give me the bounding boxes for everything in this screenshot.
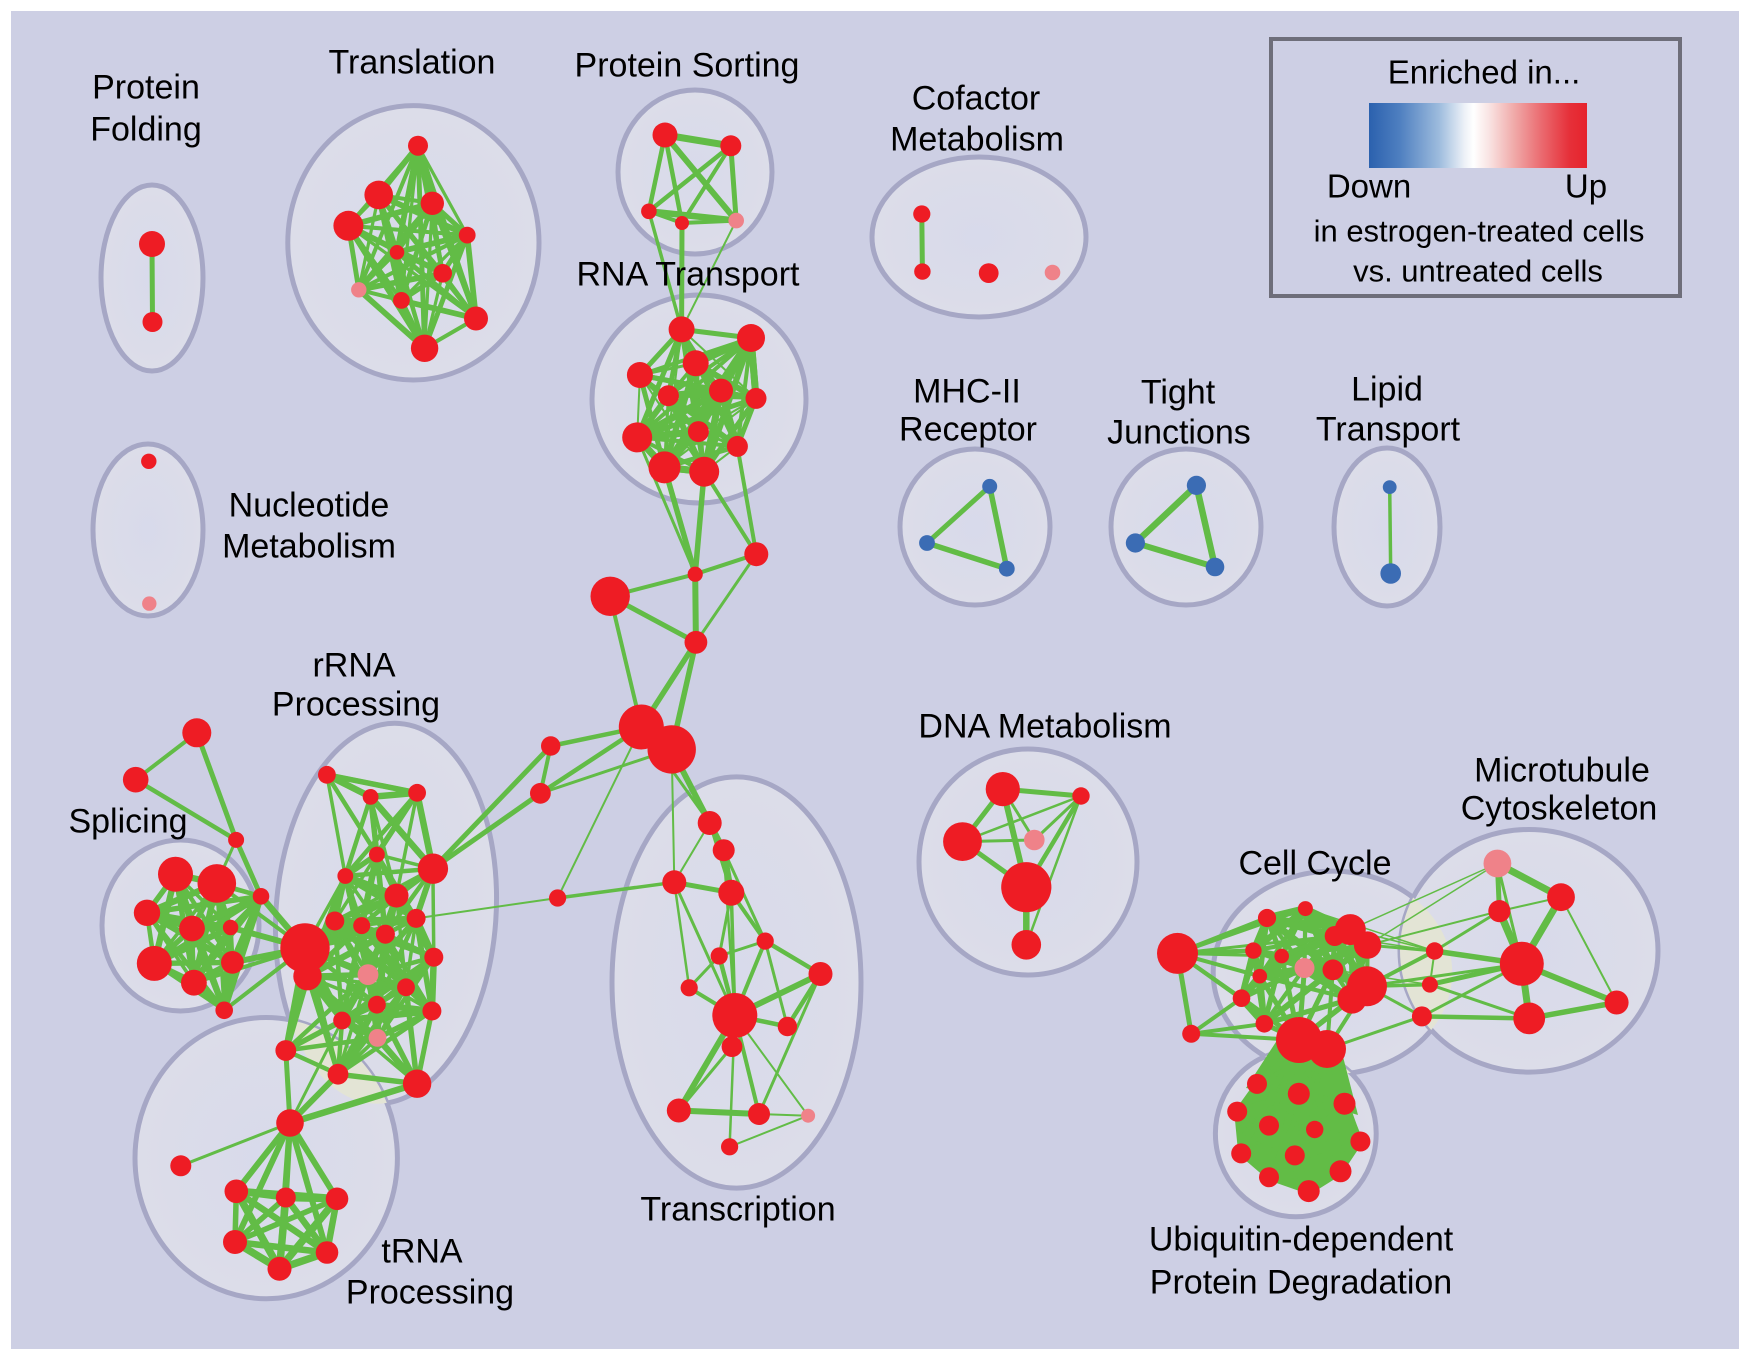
svg-text:in estrogen-treated cells: in estrogen-treated cells (1314, 214, 1645, 249)
svg-text:Transcription: Transcription (640, 1191, 835, 1229)
svg-text:Metabolism: Metabolism (890, 121, 1064, 159)
svg-text:Cell Cycle: Cell Cycle (1238, 845, 1391, 883)
svg-text:Folding: Folding (90, 111, 202, 149)
svg-text:Cofactor: Cofactor (912, 80, 1041, 118)
svg-text:Metabolism: Metabolism (222, 528, 396, 566)
svg-text:MHC-II: MHC-II (913, 373, 1021, 411)
svg-text:vs. untreated cells: vs. untreated cells (1353, 254, 1603, 289)
svg-text:Protein: Protein (92, 69, 200, 107)
svg-text:Microtubule: Microtubule (1474, 752, 1650, 790)
svg-text:Lipid: Lipid (1351, 371, 1423, 409)
svg-text:Junctions: Junctions (1107, 414, 1251, 452)
svg-text:Splicing: Splicing (68, 803, 187, 841)
svg-text:Tight: Tight (1141, 374, 1216, 412)
svg-text:Processing: Processing (272, 686, 440, 724)
svg-text:rRNA: rRNA (312, 647, 395, 685)
svg-text:Ubiquitin-dependent: Ubiquitin-dependent (1149, 1221, 1454, 1259)
svg-text:Cytoskeleton: Cytoskeleton (1461, 790, 1658, 828)
svg-text:RNA Transport: RNA Transport (577, 256, 801, 294)
svg-text:Processing: Processing (346, 1274, 514, 1312)
svg-text:Nucleotide: Nucleotide (229, 487, 390, 525)
svg-text:Translation: Translation (329, 44, 496, 82)
svg-text:Protein Degradation: Protein Degradation (1150, 1264, 1452, 1302)
svg-text:Protein Sorting: Protein Sorting (575, 47, 800, 85)
svg-text:Receptor: Receptor (899, 411, 1037, 449)
svg-text:Transport: Transport (1316, 411, 1461, 449)
svg-text:DNA Metabolism: DNA Metabolism (918, 708, 1171, 746)
svg-text:tRNA: tRNA (381, 1233, 463, 1271)
svg-text:Enriched in...: Enriched in... (1388, 53, 1581, 90)
svg-text:Up: Up (1565, 167, 1607, 204)
svg-text:Down: Down (1327, 167, 1411, 204)
